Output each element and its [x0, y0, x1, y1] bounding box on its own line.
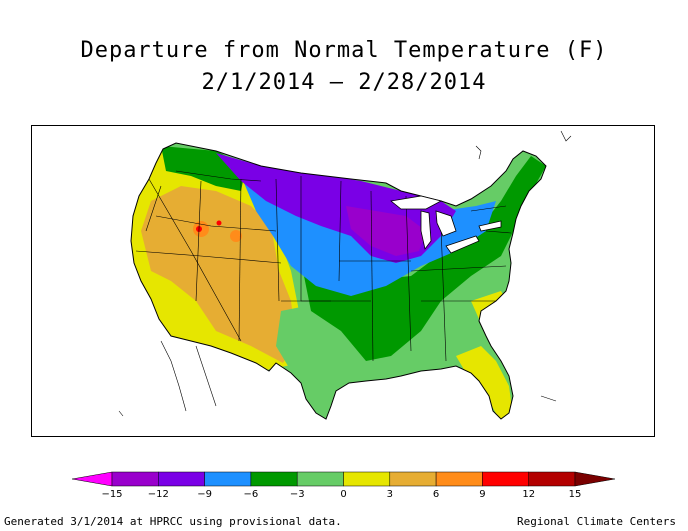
legend-tick-label: −15: [101, 489, 122, 500]
temp-spot-orange: [230, 230, 242, 242]
legend-swatch: [111, 471, 159, 487]
us-temperature-map: [118, 130, 572, 420]
lake-ontario: [478, 220, 502, 232]
legend-tick-label: −6: [244, 489, 259, 500]
great-lakes: [390, 195, 502, 254]
map-title: Departure from Normal Temperature (F): [80, 38, 608, 63]
footer-credit: Regional Climate Centers: [517, 515, 676, 528]
legend-tick-label: 15: [569, 489, 582, 500]
temp-spot-red: [216, 220, 222, 226]
legend-tick-label: 9: [479, 489, 485, 500]
temp-zone-southeast-yellow: [456, 346, 513, 419]
legend-swatch: [250, 471, 298, 487]
us-outline: [130, 142, 547, 420]
legend-swatch: [389, 471, 437, 487]
map-date-range: 2/1/2014 – 2/28/2014: [201, 70, 487, 95]
color-legend: −15 −12 −9 −6 −3 0 3 6 9 12 15: [71, 471, 616, 500]
legend-tick-label: 12: [522, 489, 535, 500]
legend-swatch: [435, 471, 483, 487]
legend-tick-label: −9: [197, 489, 212, 500]
legend-tick-label: −12: [148, 489, 169, 500]
state-borders: [135, 170, 512, 362]
legend-swatch: [296, 471, 344, 487]
legend-swatch: [158, 471, 205, 487]
coastline-fragments: [118, 130, 572, 417]
legend-swatch: [204, 471, 252, 487]
legend-tick-label: 3: [387, 489, 393, 500]
legend-swatch: [528, 471, 576, 487]
map-frame: [31, 125, 655, 437]
legend-arrow-high: [574, 471, 616, 487]
lake-michigan: [420, 210, 432, 250]
legend-tick-label: −3: [290, 489, 305, 500]
lake-superior: [390, 195, 443, 210]
legend-swatch: [482, 471, 529, 487]
lake-erie: [445, 235, 480, 254]
legend-tick-label: 0: [340, 489, 346, 500]
legend-arrow-low: [71, 471, 113, 487]
footer-generated-note: Generated 3/1/2014 at HPRCC using provis…: [4, 515, 342, 528]
temp-zone-mid-green: [301, 156, 546, 361]
temp-zone-west-orange: [141, 186, 296, 363]
legend-swatch: [343, 471, 391, 487]
temp-zone-purple: [346, 206, 426, 256]
legend-tick-label: 6: [433, 489, 439, 500]
lake-huron: [435, 210, 457, 237]
